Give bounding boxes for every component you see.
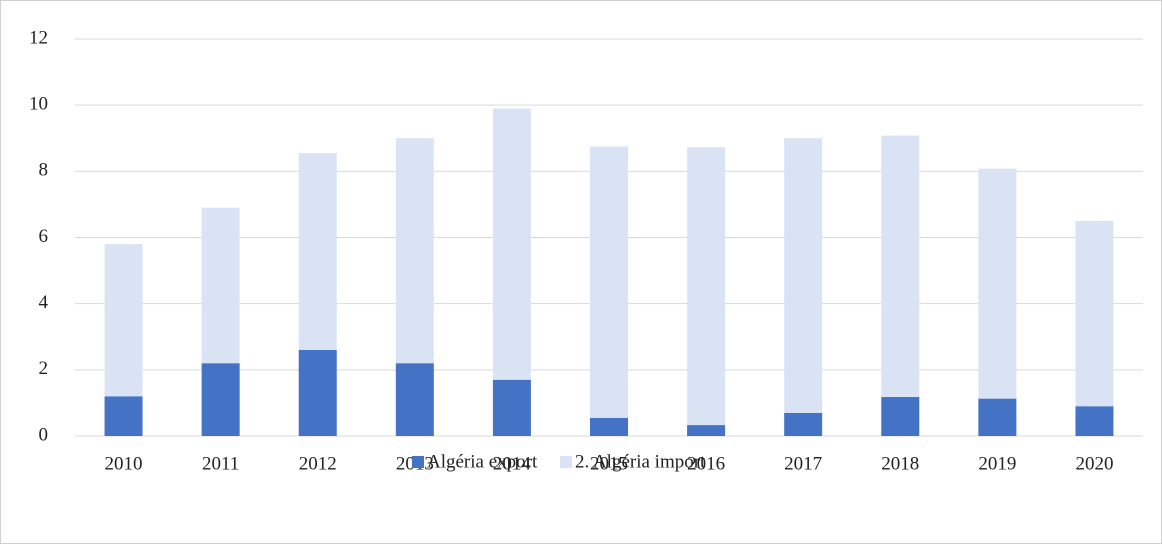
bar-segment [395,363,434,436]
bar-segment [687,425,726,436]
x-tick-label: 2016 [687,453,725,474]
bar-segment [687,147,726,426]
x-tick-label: 2019 [978,453,1016,474]
bar-segment [298,153,337,350]
y-tick-label: 2 [39,358,49,379]
bar-segment [104,396,143,436]
x-tick-label: 2020 [1075,453,1113,474]
bar-segment [492,108,531,380]
bar-segment [1075,406,1114,436]
y-tick-label: 4 [39,292,49,313]
bar-segment [590,146,628,418]
legend-swatch [412,456,424,468]
y-tick-label: 8 [39,160,49,181]
bar-segment [104,244,143,397]
y-tick-label: 6 [39,226,49,247]
x-tick-label: 2012 [299,453,337,474]
legend-label: 2. Algéria import [575,451,706,472]
x-tick-label: 2017 [784,453,822,474]
bar-segment [201,207,240,364]
bar-segment [201,363,240,436]
bar-segment [395,138,434,364]
bar-segment [784,138,823,413]
x-tick-label: 2015 [590,453,628,474]
x-tick-label: 2011 [202,453,239,474]
bar-segment [881,135,920,397]
x-tick-label: 2014 [493,453,532,474]
x-tick-label: 2010 [105,453,143,474]
bar-segment [978,398,1017,436]
bar-segment [784,412,823,436]
bar-segment [298,349,337,436]
bar-segment [1075,220,1114,407]
x-tick-label: 2018 [881,453,919,474]
bar-segment [492,379,531,436]
bar-segment [978,168,1017,399]
bar-segment [881,396,920,436]
y-tick-label: 10 [29,94,48,115]
y-tick-label: 12 [29,27,48,48]
legend-swatch [560,456,572,468]
y-tick-label: 0 [39,424,49,445]
legend-label: Algéria export [427,451,538,472]
bar-segment [590,417,628,436]
